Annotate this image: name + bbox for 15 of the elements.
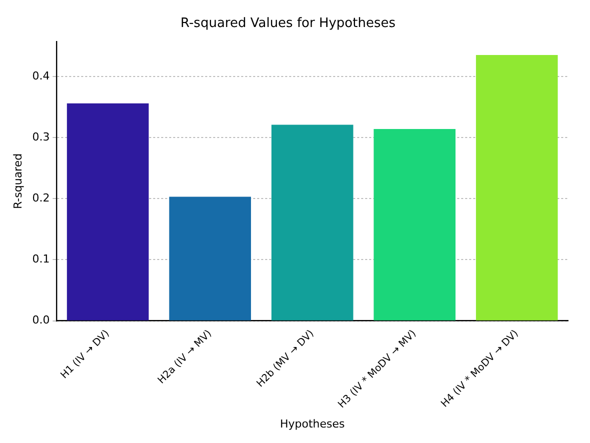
bar bbox=[169, 196, 251, 320]
y-tick-label: 0.1 bbox=[32, 252, 50, 266]
bar bbox=[476, 55, 558, 320]
y-tick-label: 0.4 bbox=[32, 69, 50, 82]
y-tick-label: 0.3 bbox=[32, 130, 50, 144]
bar bbox=[66, 103, 149, 320]
y-axis-title: R-squared bbox=[11, 153, 24, 210]
bar bbox=[271, 124, 354, 320]
y-tick-label: 0.2 bbox=[32, 191, 50, 204]
x-axis-title: Hypotheses bbox=[280, 417, 345, 430]
chart-title: R-squared Values for Hypotheses bbox=[180, 16, 396, 32]
y-tick-label: 0.0 bbox=[32, 314, 50, 327]
bar bbox=[374, 128, 456, 320]
x-tick-label: H2a (IV → MV) bbox=[156, 328, 214, 386]
x-tick-label: H1 (IV → DV) bbox=[58, 328, 112, 382]
